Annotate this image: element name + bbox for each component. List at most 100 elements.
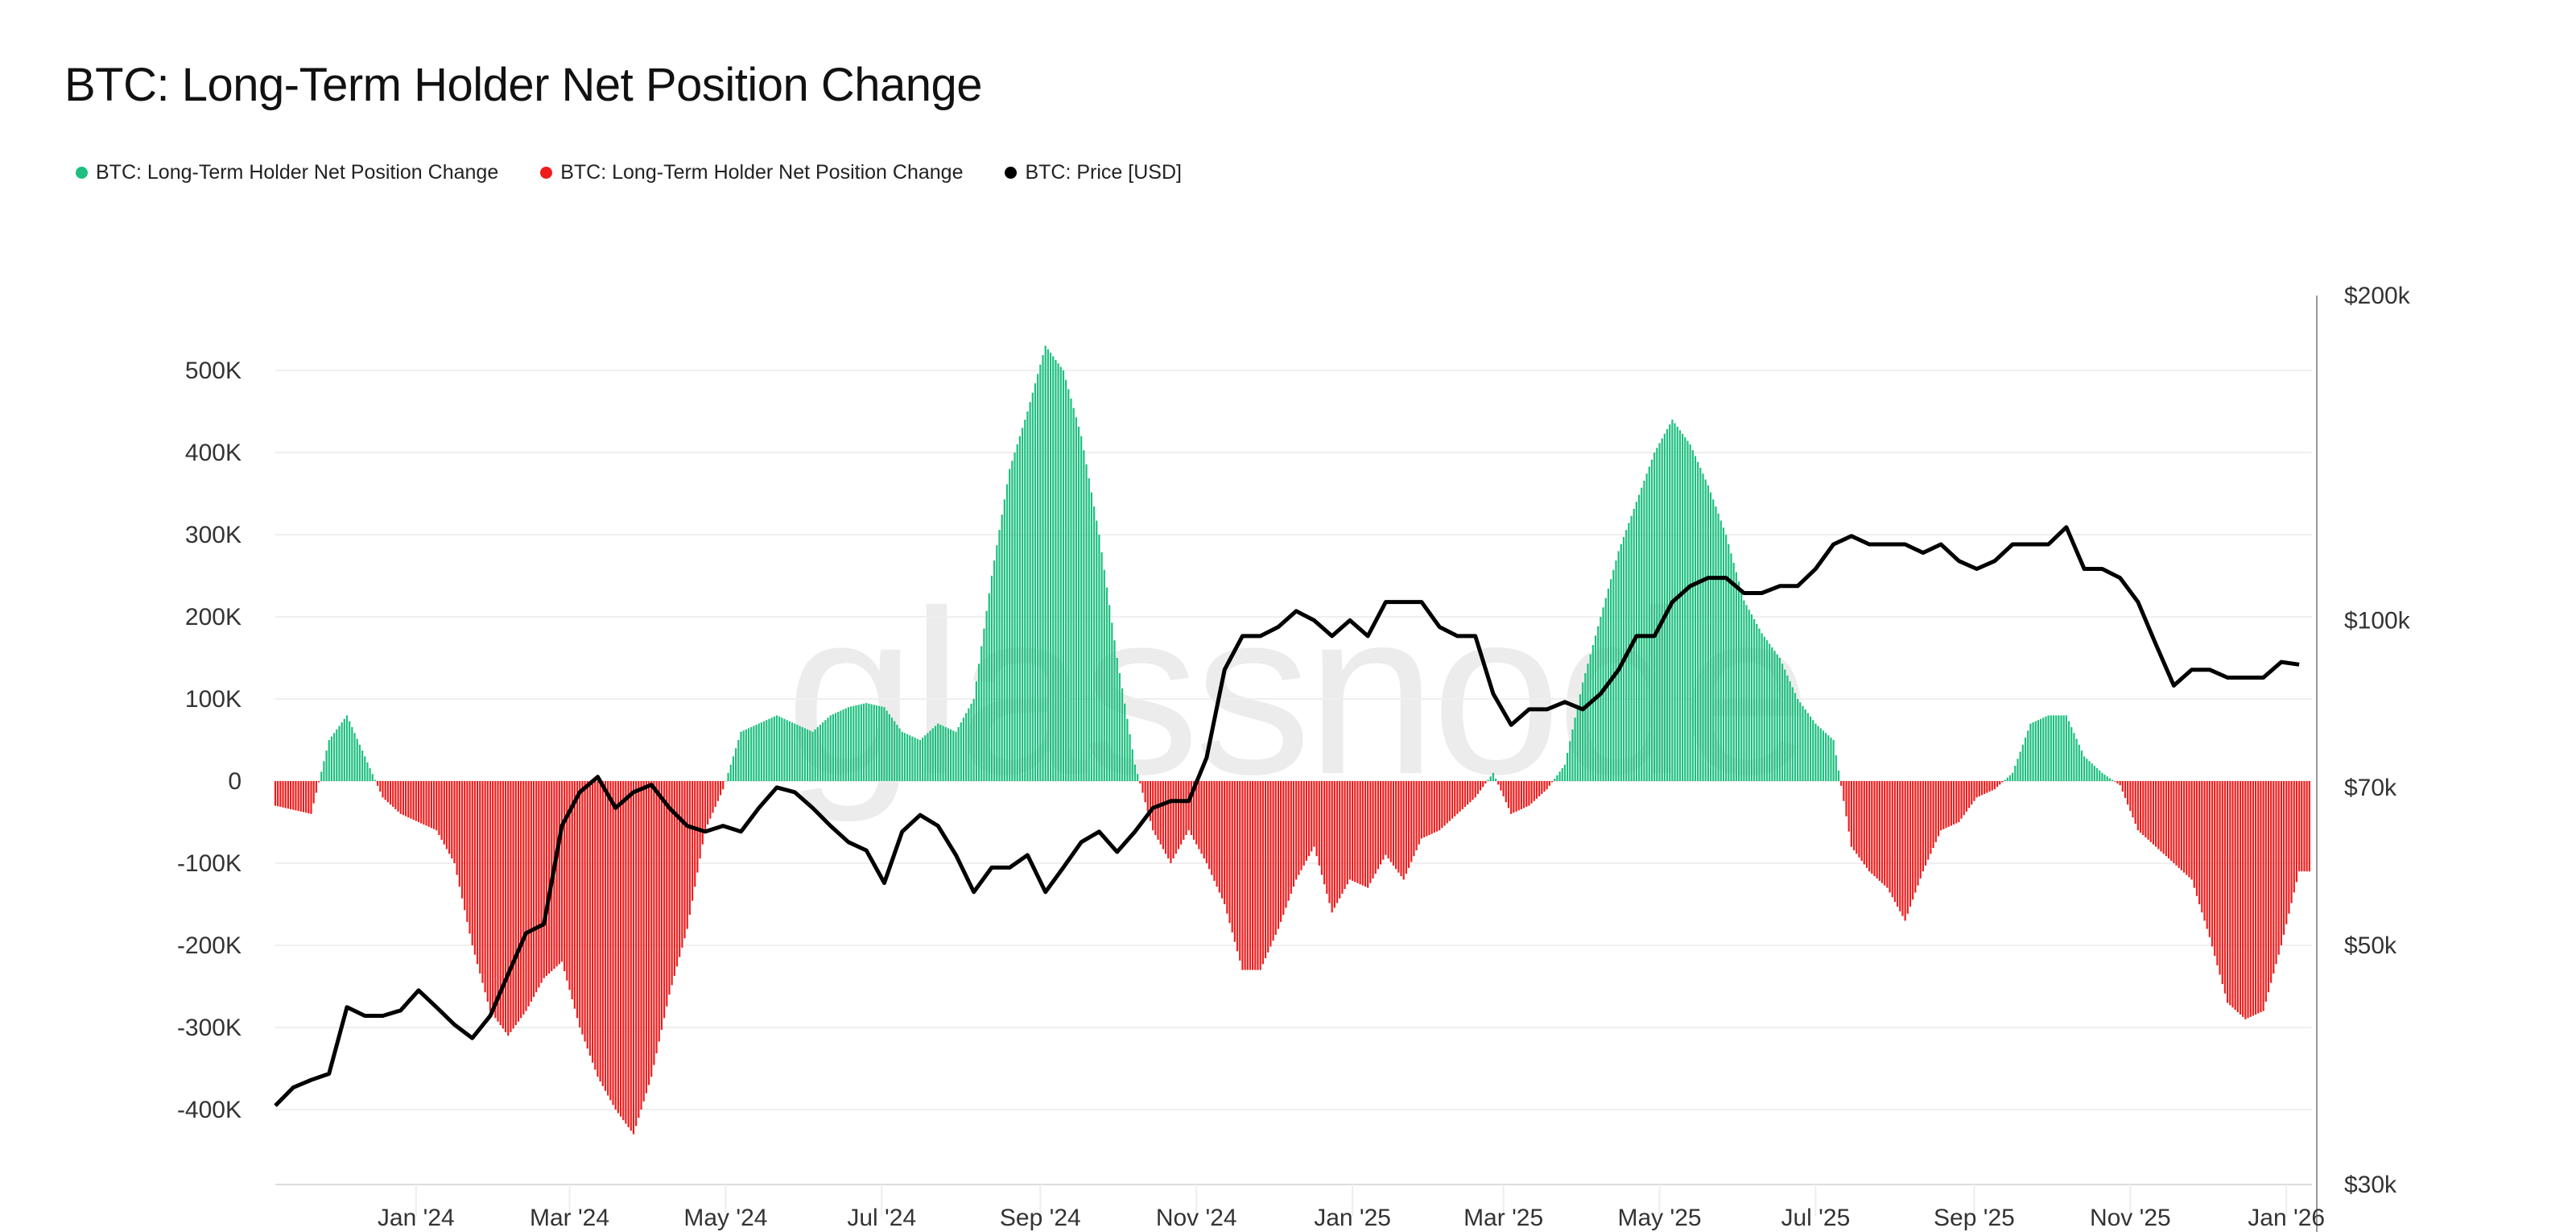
bar-negative — [655, 781, 658, 1054]
bar-negative — [287, 781, 289, 809]
bar-positive — [2093, 766, 2095, 781]
bar-negative — [2303, 781, 2306, 872]
bar-negative — [663, 781, 666, 1019]
bar-positive — [865, 703, 868, 781]
bar-negative — [1973, 781, 1975, 801]
bar-negative — [1400, 781, 1402, 877]
bar-negative — [1963, 781, 1965, 816]
bar-negative — [599, 781, 601, 1082]
bar-negative — [1439, 781, 1441, 831]
bar-positive — [2019, 751, 2021, 781]
bar-negative — [1991, 781, 1993, 791]
bar-negative — [1474, 781, 1476, 798]
bar-positive — [1083, 450, 1085, 781]
bar-positive — [1584, 672, 1587, 781]
bar-positive — [947, 728, 950, 781]
y-right-tick-label: $30k — [2344, 1172, 2397, 1198]
bar-positive — [2099, 770, 2101, 781]
legend-item-negative[interactable]: BTC: Long-Term Holder Net Position Chang… — [540, 161, 963, 184]
bar-negative — [492, 781, 494, 1015]
bar-positive — [2086, 759, 2088, 781]
bar-positive — [1728, 544, 1730, 781]
bar-negative — [1190, 781, 1192, 836]
bar-positive — [1715, 506, 1717, 781]
bar-negative — [514, 781, 517, 1026]
bar-negative — [2264, 781, 2267, 1002]
bar-positive — [794, 723, 796, 781]
bar-negative — [404, 781, 407, 817]
bar-negative — [1945, 781, 1947, 829]
bar-negative — [1889, 781, 1891, 893]
bar-negative — [1192, 781, 1195, 840]
bar-negative — [2257, 781, 2260, 1014]
bar-negative — [2290, 781, 2293, 903]
bar-positive — [1725, 535, 1728, 781]
price-line — [274, 525, 2300, 1107]
bar-positive — [1126, 718, 1129, 781]
bar-negative — [2216, 781, 2219, 965]
bar-positive — [1067, 389, 1070, 781]
bar-positive — [1098, 535, 1100, 781]
x-tick-label: Jan '24 — [378, 1205, 455, 1231]
bar-positive — [1594, 635, 1597, 781]
bar-negative — [1840, 781, 1843, 786]
bar-positive — [1088, 478, 1090, 781]
bar-negative — [277, 781, 279, 807]
bar-negative — [1233, 781, 1236, 942]
bar-positive — [927, 733, 929, 781]
bar-negative — [2193, 781, 2195, 888]
bar-positive — [325, 750, 328, 781]
bar-negative — [1379, 781, 1382, 865]
bar-negative — [1505, 781, 1507, 803]
legend-item-price[interactable]: BTC: Price [USD] — [1005, 161, 1182, 184]
bar-negative — [1141, 781, 1144, 793]
bar-negative — [2167, 781, 2170, 859]
bar-positive — [364, 756, 366, 781]
bar-positive — [2042, 717, 2045, 781]
bar-positive — [1699, 467, 1702, 781]
bar-positive — [1643, 480, 1645, 781]
bar-positive — [1722, 527, 1725, 781]
bar-negative — [2293, 781, 2295, 893]
bar-positive — [2004, 779, 2006, 781]
bar-negative — [2162, 781, 2165, 854]
legend-item-positive[interactable]: BTC: Long-Term Holder Net Position Chang… — [76, 161, 498, 184]
bar-negative — [2134, 781, 2136, 825]
bar-positive — [985, 610, 988, 781]
bar-negative — [1880, 781, 1884, 883]
bar-negative — [292, 781, 295, 810]
bar-negative — [1922, 781, 1924, 872]
bar-positive — [328, 740, 330, 781]
y-left-tick-label: 100K — [185, 686, 242, 713]
bar-negative — [594, 781, 597, 1070]
bar-negative — [456, 781, 458, 875]
bar-negative — [1422, 781, 1426, 837]
bar-negative — [520, 781, 522, 1019]
bar-positive — [1487, 779, 1489, 781]
bar-negative — [564, 781, 566, 972]
bar-positive — [952, 730, 955, 781]
bar-negative — [675, 781, 679, 967]
bar-negative — [2211, 781, 2214, 947]
bar-negative — [1467, 781, 1469, 805]
bar-negative — [2178, 781, 2180, 868]
bar-positive — [1694, 456, 1697, 781]
bar-positive — [1832, 740, 1835, 781]
bar-positive — [801, 726, 803, 781]
bar-positive — [1797, 699, 1799, 781]
bar-negative — [1517, 781, 1520, 811]
bar-negative — [299, 781, 302, 812]
bar-positive — [939, 725, 942, 781]
bar-positive — [781, 717, 783, 781]
bar-negative — [458, 781, 460, 887]
bar-negative — [1960, 781, 1963, 819]
bar-positive — [2006, 777, 2008, 781]
x-tick-label: May '24 — [683, 1205, 767, 1231]
bar-positive — [369, 767, 371, 781]
bar-positive — [1817, 726, 1819, 781]
bar-negative — [1211, 781, 1213, 875]
bar-positive — [775, 715, 778, 781]
bar-positive — [1131, 749, 1133, 781]
bar-positive — [965, 713, 968, 781]
bar-positive — [1776, 654, 1778, 781]
